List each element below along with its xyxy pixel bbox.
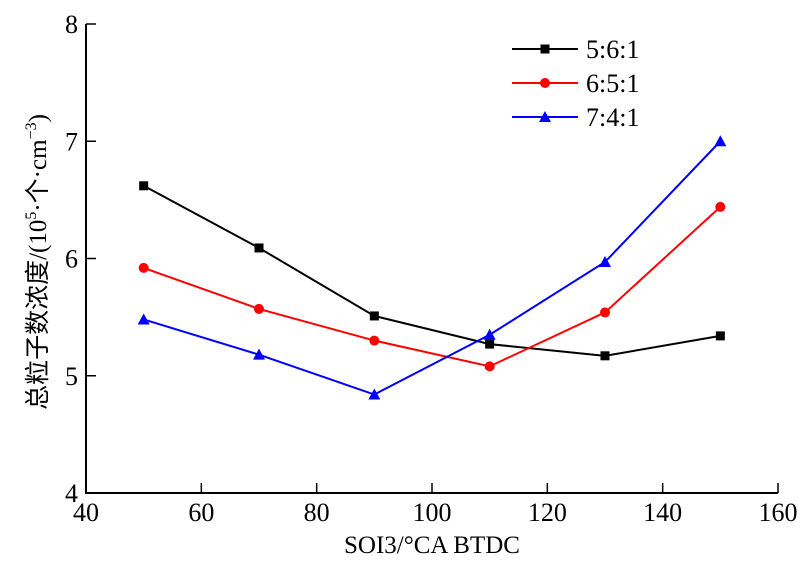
- x-tick-label: 100: [413, 498, 452, 527]
- data-point: [139, 181, 149, 191]
- y-tick-label: 7: [65, 127, 78, 156]
- data-point: [600, 307, 610, 318]
- y-axis-title: 总粒子数浓度/(105·个·cm−3): [23, 114, 52, 410]
- y-axis-title-main: 总粒子数浓度/(10: [24, 220, 52, 410]
- y-tick-label: 5: [65, 362, 78, 391]
- data-point: [483, 328, 496, 340]
- y-axis-title-sup1: 5: [23, 212, 40, 220]
- legend-marker: [539, 111, 551, 122]
- y-tick-label: 4: [65, 479, 78, 508]
- series-line: [143, 206, 722, 368]
- data-point: [715, 201, 726, 212]
- data-point: [599, 256, 611, 268]
- series-5-6-1: [139, 181, 725, 361]
- legend: 5:6:1 6:5:1 7:4:1: [512, 35, 639, 132]
- x-tick-label: 60: [188, 498, 214, 527]
- data-point: [368, 388, 381, 400]
- x-tick-label: 120: [528, 498, 567, 527]
- y-axis-title-end: ): [25, 114, 52, 122]
- x-axis-ticks: 40 60 80 100 120 140 160: [73, 483, 798, 527]
- y-tick-label: 6: [65, 245, 78, 274]
- legend-marker: [540, 78, 550, 88]
- data-point: [254, 303, 264, 314]
- data-point: [253, 348, 265, 360]
- data-point: [369, 335, 380, 346]
- data-point: [369, 311, 379, 321]
- series-line: [143, 140, 722, 396]
- series-group: [137, 135, 727, 400]
- legend-marker: [540, 44, 550, 54]
- data-point: [715, 331, 725, 341]
- data-point: [138, 262, 149, 273]
- legend-label: 6:5:1: [586, 69, 639, 98]
- y-axis-title-mid: ·个·cm: [25, 139, 52, 212]
- data-point: [137, 313, 150, 325]
- series-7-4-1: [137, 135, 727, 400]
- data-point: [714, 135, 727, 147]
- legend-item: 6:5:1: [512, 69, 639, 98]
- x-tick-label: 140: [643, 498, 682, 527]
- legend-label: 7:4:1: [586, 103, 639, 132]
- legend-item: 5:6:1: [512, 35, 639, 64]
- data-point: [484, 361, 495, 372]
- y-axis-title-sup2: −3: [23, 122, 40, 139]
- y-tick-label: 8: [65, 10, 78, 39]
- x-axis-title: SOI3/°CA BTDC: [344, 532, 520, 559]
- legend-label: 5:6:1: [586, 35, 639, 64]
- legend-item: 7:4:1: [512, 103, 639, 132]
- data-point: [600, 351, 610, 361]
- series-6-5-1: [138, 201, 726, 372]
- series-line: [143, 184, 721, 357]
- data-point: [254, 243, 264, 253]
- x-tick-label: 80: [304, 498, 330, 527]
- x-tick-label: 160: [759, 498, 798, 527]
- x-tick-label: 40: [73, 498, 99, 527]
- axes: [85, 24, 778, 494]
- data-point: [485, 339, 495, 349]
- y-axis-ticks: 4 5 6 7 8: [65, 10, 96, 508]
